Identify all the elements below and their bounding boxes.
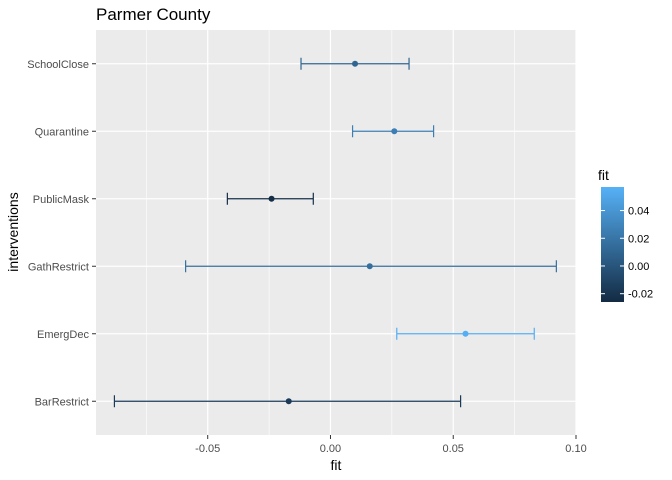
errorbar-PublicMask [226,192,314,205]
legend-tick-label: 0.02 [628,233,649,245]
fit-point [366,263,373,270]
y-tick-label: BarRestrict [35,396,89,408]
chart-title: Parmer County [96,5,211,24]
legend-tick-label: 0.00 [628,261,649,273]
y-axis: SchoolClose Quarantine PublicMask GathRestr… [27,59,96,408]
plot-panel [96,30,576,435]
data-marks [113,57,557,408]
x-tick-label: 0.05 [443,443,464,455]
legend-colorbar [601,187,624,302]
y-tick-label: GathRestrict [28,261,89,273]
y-tick-label: PublicMask [33,194,90,206]
fit-point [462,330,469,337]
fit-point [285,398,292,405]
errorbar-BarRestrict [113,395,462,408]
errorbar-SchoolClose [300,57,410,70]
errorbar-Quarantine [351,125,435,138]
legend-tick-label: 0.04 [628,206,649,218]
errorbar-EmergDec [396,327,535,340]
legend-tick-label: -0.02 [628,289,653,301]
fit-point [268,195,275,202]
x-axis: -0.05 0.00 0.05 0.10 [195,435,587,455]
legend: fit -0.02 0.00 0.02 0.04 [598,167,653,302]
y-tick-label: SchoolClose [27,59,89,71]
y-axis-title: interventions [5,192,21,271]
fit-point [391,128,398,135]
fit-point [352,60,359,67]
errorbar-GathRestrict [185,260,557,273]
x-tick-label: 0.00 [320,443,341,455]
x-tick-label: -0.05 [195,443,220,455]
x-tick-label: 0.10 [565,443,586,455]
x-axis-title: fit [331,457,342,473]
legend-title: fit [598,167,609,183]
y-tick-label: EmergDec [37,329,89,341]
y-tick-label: Quarantine [35,126,89,138]
